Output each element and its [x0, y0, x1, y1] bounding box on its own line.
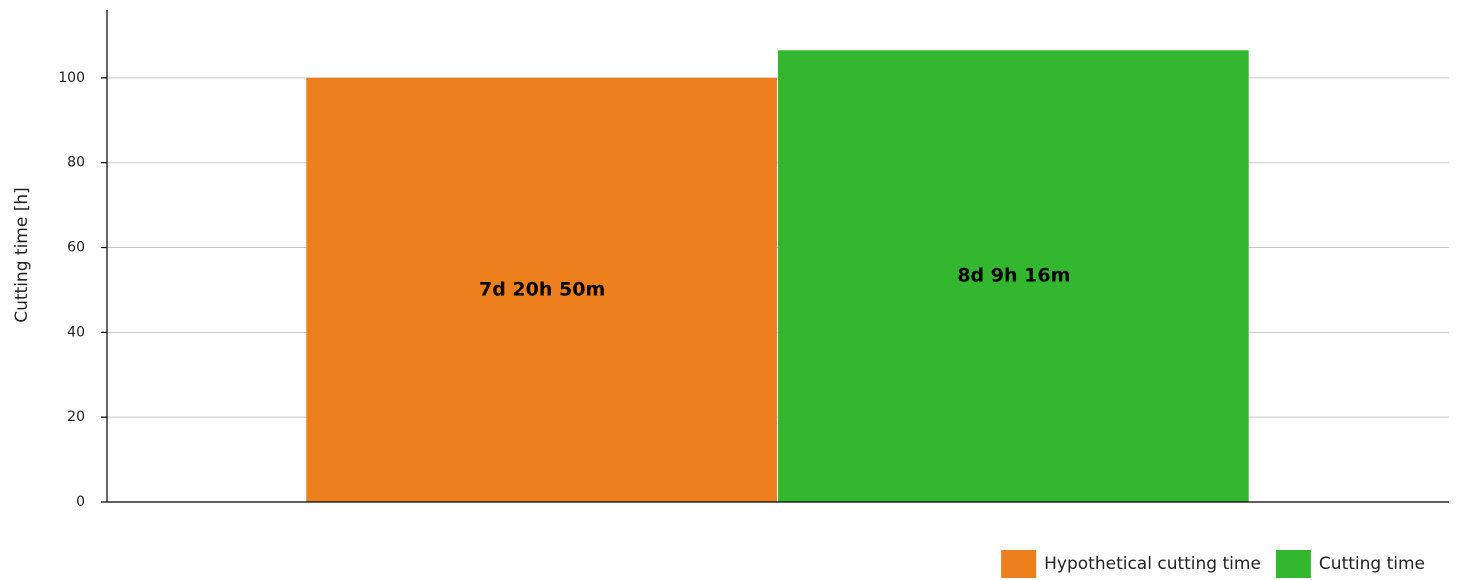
- legend-label: Cutting time: [1319, 554, 1425, 574]
- y-axis-label: Cutting time [h]: [12, 187, 32, 323]
- legend-swatch: [1001, 550, 1037, 578]
- legend-swatch: [1275, 550, 1311, 578]
- y-tick-label: 20: [67, 409, 85, 425]
- y-tick-label: 80: [67, 155, 85, 171]
- value-label: 8d 9h 16m: [957, 265, 1070, 287]
- y-tick-label: 40: [67, 324, 85, 340]
- y-tick-label: 100: [58, 70, 85, 86]
- legend-label: Hypothetical cutting time: [1044, 554, 1261, 574]
- y-tick-label: 0: [76, 494, 85, 510]
- value-label: 7d 20h 50m: [479, 278, 605, 300]
- bar: [778, 50, 1249, 503]
- y-tick-label: 60: [67, 240, 85, 256]
- bar: [306, 77, 777, 503]
